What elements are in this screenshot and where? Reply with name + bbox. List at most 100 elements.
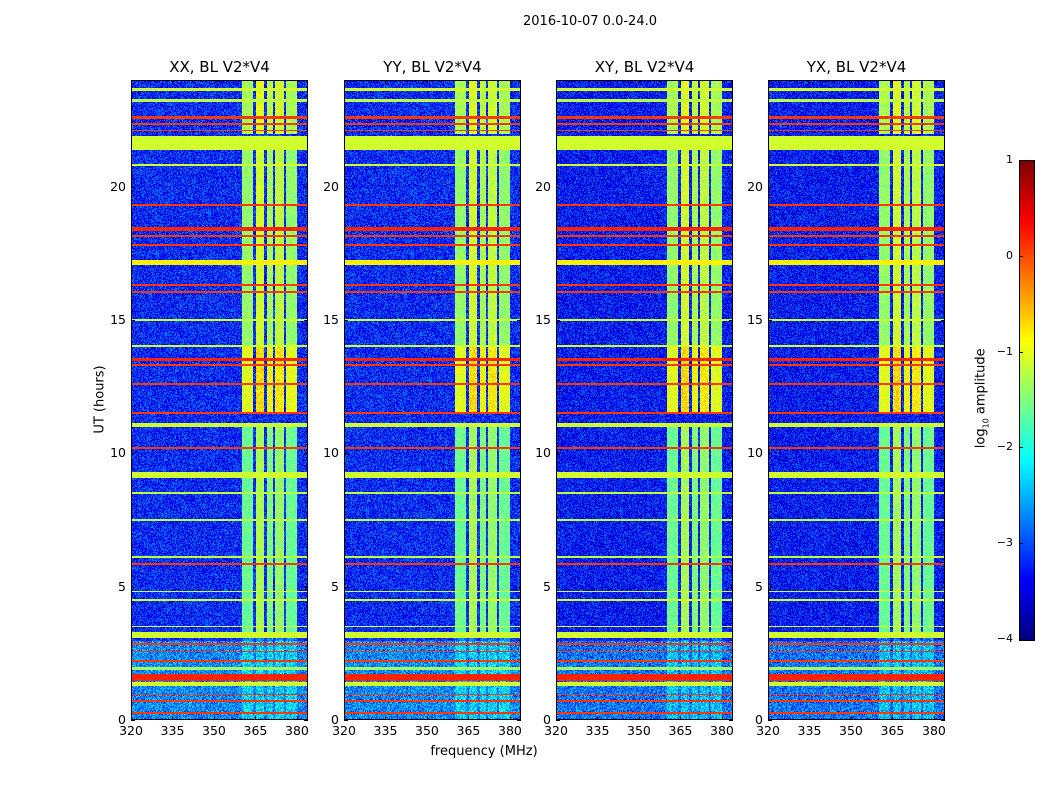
- y-tick: [344, 586, 348, 588]
- y-tick: [768, 320, 772, 321]
- spectrogram-heatmap: [556, 80, 733, 720]
- y-tick: [304, 320, 308, 321]
- x-tick-label: 350: [415, 723, 439, 738]
- x-tick: [344, 716, 345, 720]
- y-tick-label: 0: [543, 712, 551, 727]
- y-tick: [941, 720, 945, 721]
- x-tick-label: 380: [922, 723, 946, 738]
- colorbar-tick: [1019, 255, 1023, 257]
- plot-frame: [556, 80, 733, 720]
- x-tick: [131, 716, 132, 720]
- colorbar: [1019, 160, 1035, 641]
- y-tick-label: 5: [543, 578, 551, 594]
- y-tick-label: 5: [755, 578, 763, 594]
- y-tick: [729, 320, 733, 321]
- spectrogram-panel-0: XX, BL V2*V4 320 335 350 365 380 0 5 10 15 20: [110, 58, 309, 738]
- spectrogram-heatmap: [344, 80, 521, 720]
- colorbar-tick: [1019, 447, 1023, 449]
- y-tick: [304, 586, 308, 588]
- x-tick: [172, 80, 174, 84]
- y-tick-label: 15: [323, 312, 339, 327]
- x-tick: [680, 716, 682, 720]
- y-tick: [304, 186, 308, 188]
- x-tick-label: 365: [456, 723, 481, 738]
- colorbar-tick: [1019, 543, 1023, 545]
- x-tick: [509, 716, 511, 720]
- x-tick-label: 350: [627, 723, 651, 738]
- spectrogram-heatmap: [768, 80, 945, 720]
- y-axis-label: UT (hours): [92, 365, 108, 434]
- y-tick: [131, 453, 135, 455]
- plot-frame: [131, 80, 308, 720]
- x-tick-label: 365: [243, 723, 268, 738]
- y-tick: [941, 186, 945, 188]
- y-tick: [304, 453, 308, 455]
- x-tick-label: 350: [839, 723, 863, 738]
- plot-frame: [768, 80, 945, 720]
- x-tick: [296, 716, 298, 720]
- spectrogram-heatmap: [131, 80, 308, 720]
- x-tick: [213, 716, 215, 720]
- y-tick: [556, 720, 560, 721]
- y-tick: [941, 586, 945, 588]
- panel-title: YX, BL V2*V4: [806, 58, 907, 76]
- colorbar-tick-label: −1: [996, 344, 1013, 358]
- y-tick: [729, 586, 733, 588]
- y-tick-label: 5: [118, 578, 126, 594]
- y-tick: [556, 453, 560, 455]
- colorbar-tick-label: −3: [996, 536, 1013, 550]
- colorbar-tick-label: −4: [996, 632, 1013, 645]
- x-axis-label: frequency (MHz): [430, 744, 538, 759]
- x-tick: [721, 80, 723, 84]
- y-tick-label: 10: [747, 445, 763, 461]
- x-tick: [933, 80, 935, 84]
- x-tick: [385, 716, 387, 720]
- y-tick-label: 15: [747, 312, 763, 327]
- y-tick: [344, 453, 348, 455]
- y-tick: [941, 453, 945, 455]
- x-tick-label: 365: [880, 723, 905, 738]
- y-tick: [556, 320, 560, 321]
- x-tick: [850, 716, 852, 720]
- y-tick-label: 10: [323, 445, 339, 461]
- y-tick-label: 20: [535, 178, 551, 194]
- colorbar-tick: [1019, 160, 1023, 161]
- y-tick-label: 15: [110, 312, 126, 327]
- spectrogram-panel-3: YX, BL V2*V4 320 335 350 365 380 0 5 10 15 20: [747, 58, 946, 738]
- figure-title: 2016-10-07 0.0-24.0: [523, 14, 657, 29]
- y-tick: [768, 586, 772, 588]
- x-tick: [172, 716, 174, 720]
- x-tick-label: 350: [202, 723, 226, 738]
- y-tick-label: 20: [323, 178, 339, 194]
- panel-title: XX, BL V2*V4: [169, 58, 270, 76]
- y-tick: [344, 186, 348, 188]
- y-tick: [941, 320, 945, 321]
- x-tick: [892, 716, 894, 720]
- colorbar-tick-label: 1: [1006, 153, 1013, 166]
- x-tick: [597, 716, 599, 720]
- x-tick: [131, 80, 132, 84]
- y-tick: [304, 720, 308, 721]
- y-tick: [344, 320, 348, 321]
- spectrogram-panel-1: YY, BL V2*V4 320 335 350 365 380 0 5 10 15 20: [323, 58, 522, 738]
- colorbar-tick: [1019, 351, 1023, 353]
- x-tick: [426, 716, 428, 720]
- x-tick: [344, 80, 345, 84]
- y-tick: [131, 186, 135, 188]
- x-tick: [892, 80, 894, 84]
- y-tick: [556, 586, 560, 588]
- x-tick-label: 335: [585, 723, 610, 738]
- x-tick: [768, 80, 769, 84]
- y-tick: [729, 720, 733, 721]
- x-tick: [680, 80, 682, 84]
- y-tick: [556, 186, 560, 188]
- x-tick: [809, 716, 811, 720]
- x-tick: [809, 80, 811, 84]
- panel-title: XY, BL V2*V4: [594, 58, 695, 76]
- x-tick: [426, 80, 428, 84]
- y-tick: [517, 186, 521, 188]
- x-tick: [385, 80, 387, 84]
- x-tick-label: 335: [160, 723, 185, 738]
- y-tick: [517, 586, 521, 588]
- y-tick: [517, 453, 521, 455]
